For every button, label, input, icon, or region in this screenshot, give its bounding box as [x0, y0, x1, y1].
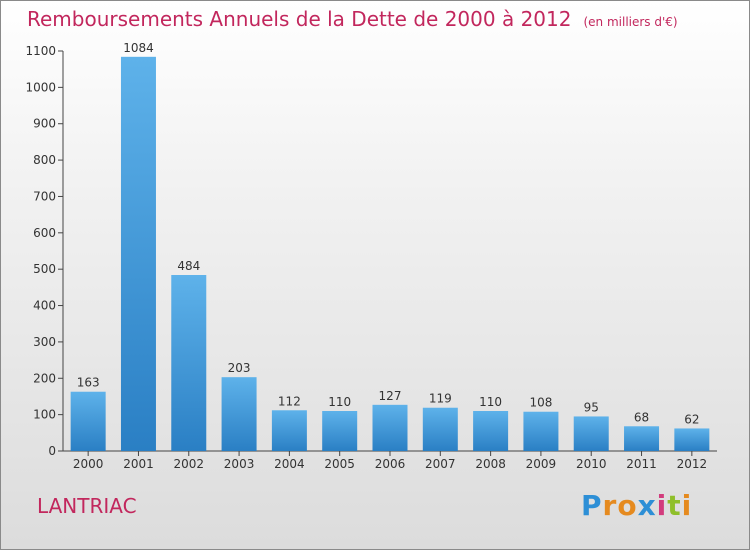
y-tick-label: 900: [33, 117, 56, 131]
bar: [422, 407, 458, 451]
y-tick-label: 700: [33, 189, 56, 203]
x-tick-label: 2005: [324, 457, 355, 471]
x-tick-label: 2004: [274, 457, 305, 471]
y-tick-label: 800: [33, 153, 56, 167]
logo-letter: i: [656, 489, 668, 522]
bar: [523, 411, 559, 451]
bar: [120, 56, 156, 452]
bar: [171, 275, 207, 451]
logo-letter: x: [637, 489, 657, 522]
logo-letter: r: [602, 489, 618, 522]
bar: [271, 410, 307, 451]
x-tick-label: 2007: [425, 457, 456, 471]
logo-letter: t: [667, 489, 682, 522]
data-label: 112: [278, 394, 301, 408]
x-tick-label: 2001: [123, 457, 154, 471]
data-label: 108: [529, 396, 552, 410]
logo-letter: o: [617, 489, 638, 522]
data-label: 127: [379, 389, 402, 403]
bar: [473, 411, 509, 451]
x-tick-label: 2011: [626, 457, 657, 471]
y-tick-label: 400: [33, 299, 56, 313]
bar: [624, 426, 660, 451]
commune-name: LANTRIAC: [37, 494, 137, 518]
data-label: 62: [684, 412, 699, 426]
y-tick-label: 200: [33, 371, 56, 385]
logo-letter: i: [681, 489, 693, 522]
bar: [674, 428, 710, 451]
y-tick-label: 0: [48, 444, 56, 458]
x-tick-label: 2006: [375, 457, 406, 471]
data-label: 110: [328, 395, 351, 409]
data-label: 484: [177, 259, 200, 273]
x-tick-label: 2008: [475, 457, 506, 471]
data-label: 110: [479, 395, 502, 409]
y-tick-label: 600: [33, 226, 56, 240]
y-tick-label: 1100: [25, 44, 56, 58]
bar: [573, 416, 609, 451]
x-tick-label: 2010: [576, 457, 607, 471]
unit-label: (en milliers d'€): [583, 15, 678, 29]
x-tick-label: 2000: [73, 457, 104, 471]
x-tick-label: 2012: [677, 457, 708, 471]
chart-title: Remboursements Annuels de la Dette de 20…: [27, 7, 572, 31]
data-label: 95: [584, 400, 599, 414]
y-tick-label: 300: [33, 335, 56, 349]
x-tick-label: 2003: [224, 457, 255, 471]
data-label: 119: [429, 392, 452, 406]
bar: [322, 411, 358, 451]
title-row: Remboursements Annuels de la Dette de 20…: [27, 7, 678, 31]
y-tick-label: 500: [33, 262, 56, 276]
bar: [221, 377, 257, 451]
y-tick-label: 100: [33, 408, 56, 422]
data-label: 1084: [123, 41, 154, 55]
logo-letter: P: [581, 489, 603, 522]
bar: [70, 391, 106, 451]
bar: [372, 404, 408, 451]
x-tick-label: 2009: [526, 457, 557, 471]
y-tick-label: 1000: [25, 80, 56, 94]
data-label: 203: [228, 361, 251, 375]
data-label: 163: [77, 376, 100, 390]
data-label: 68: [634, 410, 649, 424]
x-tick-label: 2002: [173, 457, 204, 471]
proxiti-logo: Proxiti: [581, 489, 692, 522]
